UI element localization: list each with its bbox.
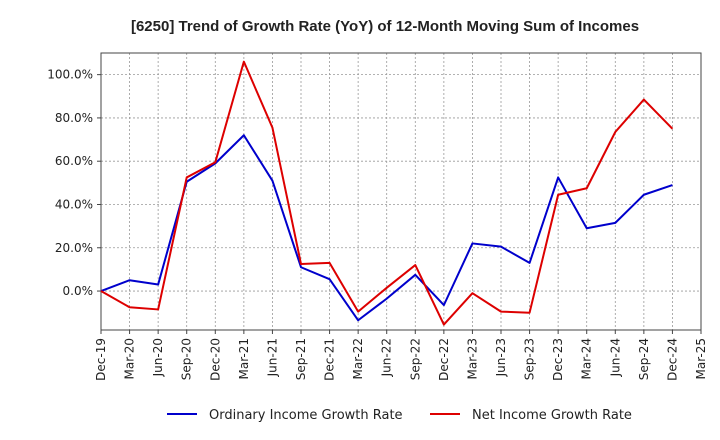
x-tick-label: Sep-20	[180, 338, 194, 380]
y-tick-label: 80.0%	[55, 111, 93, 125]
x-tick-label: Mar-23	[465, 338, 479, 379]
x-tick-label: Dec-19	[94, 338, 108, 381]
y-axis: 0.0% 20.0% 40.0% 60.0% 80.0% 100.0%	[47, 68, 101, 298]
x-tick-label: Dec-21	[323, 338, 337, 381]
chart-title: [6250] Trend of Growth Rate (YoY) of 12-…	[131, 18, 639, 35]
x-tick-label: Sep-22	[408, 338, 422, 380]
x-tick-label: Mar-20	[123, 338, 137, 379]
x-tick-label: Jun-22	[380, 338, 394, 377]
legend-label-2: Net Income Growth Rate	[472, 408, 632, 423]
series-line-2	[100, 60, 674, 326]
x-tick-label: Sep-21	[294, 338, 308, 380]
y-tick-label: 0.0%	[63, 284, 94, 298]
x-tick-label: Dec-23	[551, 338, 565, 381]
series-lines	[100, 60, 674, 326]
x-tick-label: Sep-23	[523, 338, 537, 380]
series-line-1	[100, 134, 673, 322]
x-tick-label: Jun-21	[265, 338, 279, 377]
x-tick-label: Mar-22	[351, 338, 365, 379]
x-tick-label: Jun-23	[494, 338, 508, 377]
x-tick-label: Sep-24	[637, 338, 651, 380]
y-tick-label: 60.0%	[55, 154, 93, 168]
x-tick-label: Dec-24	[665, 338, 679, 381]
x-tick-label: Dec-20	[208, 338, 222, 381]
legend-label-1: Ordinary Income Growth Rate	[209, 408, 403, 423]
grid	[101, 53, 701, 330]
y-tick-label: 40.0%	[55, 197, 93, 211]
legend: Ordinary Income Growth Rate Net Income Gr…	[167, 408, 632, 423]
x-tick-label: Jun-20	[151, 338, 165, 377]
x-tick-label: Mar-25	[694, 338, 708, 379]
x-axis: Dec-19 Mar-20 Jun-20 Sep-20 Dec-20 Mar-21 Jun-…	[94, 330, 708, 381]
x-tick-label: Dec-22	[437, 338, 451, 381]
x-tick-label: Mar-24	[580, 338, 594, 379]
y-tick-label: 20.0%	[55, 241, 93, 255]
y-tick-label: 100.0%	[47, 68, 93, 82]
plot-area-border	[100, 52, 702, 331]
x-tick-label: Jun-24	[608, 338, 622, 377]
x-tick-label: Mar-21	[237, 338, 251, 379]
